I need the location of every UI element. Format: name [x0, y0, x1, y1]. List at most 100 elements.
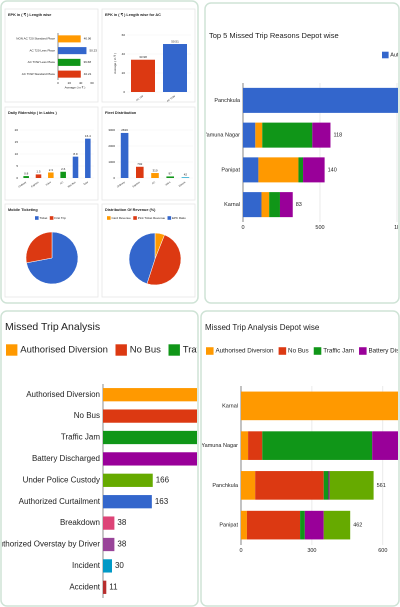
legend-swatch — [359, 347, 367, 355]
bar-segment — [372, 431, 398, 460]
x-tick-label: 600 — [378, 548, 387, 554]
chart-title: EPK in ( ₹ ) Length wise for AC — [105, 12, 161, 17]
y-tick-label: Panchkula — [212, 483, 239, 489]
chart: Top 5 Missed Trip Reasons Depot wise 0 500… — [203, 31, 400, 231]
y-tick-label: 0 — [16, 176, 18, 180]
legend-swatch — [35, 216, 39, 220]
y-tick-label: Panipat — [219, 523, 238, 529]
legend-swatch — [382, 51, 389, 59]
data-label: 40.06 — [84, 37, 92, 41]
y-tick-label: 15 — [15, 140, 19, 144]
legend-swatch — [206, 347, 214, 355]
data-label: 1.5 — [36, 170, 41, 174]
bar-segment — [329, 471, 374, 500]
y-tick-label: Incident — [72, 561, 101, 570]
x-tick-label: Volvo — [45, 181, 52, 187]
bar — [103, 430, 197, 445]
legend-label: Card Revenue — [112, 216, 132, 220]
data-label: 310 — [152, 168, 157, 172]
chart-title: EPK in ( ₹ ) Length wise — [8, 12, 51, 17]
bar-segment — [246, 510, 301, 540]
x-tick-label: AC 720 — [136, 95, 145, 102]
bar — [85, 138, 91, 178]
y-tick-label: Panchkula — [214, 98, 241, 104]
legend-label: Ticket — [40, 216, 48, 220]
legend-label: Traffic Jam — [183, 345, 230, 356]
bar-segment — [243, 87, 398, 113]
data-label: 42 — [184, 173, 188, 177]
panel — [204, 2, 400, 304]
bar — [48, 172, 54, 178]
bar — [103, 580, 107, 594]
y-tick-label: 3000 — [108, 128, 115, 132]
y-tick-label: Under Police Custody — [23, 475, 100, 484]
x-tick-label: Total — [83, 181, 89, 187]
y-tick-label: 60 — [122, 33, 126, 37]
legend-swatch — [278, 347, 287, 355]
bar — [103, 537, 115, 552]
y-tick-label: Authorized Curtailment — [19, 497, 101, 506]
chart: Missed Trip Analysis Depot wise 0 300 600 Ka… — [202, 323, 400, 554]
bar — [136, 166, 144, 178]
bar-segment — [248, 431, 263, 460]
data-label: 38 — [117, 518, 126, 527]
data-label: 2816 — [121, 128, 128, 132]
y-tick-label: 0 — [113, 176, 115, 180]
bar — [103, 559, 112, 573]
chart: EPK in ( ₹ ) Length wise 0 20 40 60 Average (… — [8, 12, 97, 89]
x-tick-label: 0 — [239, 548, 242, 554]
legend-label: Authorised Diversion — [390, 52, 400, 58]
bar — [120, 132, 129, 178]
x-tick-label: 500 — [315, 225, 324, 231]
chart-title: Mobile Ticketing — [8, 208, 38, 212]
bar-segment — [303, 157, 325, 183]
card — [101, 106, 196, 201]
x-tick-label: Express — [31, 180, 40, 188]
data-label: 38 — [117, 540, 126, 549]
chart-title: Missed Trip Analysis Depot wise — [205, 323, 320, 332]
x-tick-label: Ordinary — [18, 180, 28, 188]
x-tick-label: Electric — [178, 180, 187, 187]
legend-label: Battery Discharged — [368, 348, 400, 355]
y-tick-label: Yamuna Nagar — [203, 133, 240, 139]
bar-segment — [262, 122, 313, 148]
x-tick-label: 60 — [90, 81, 94, 85]
x-tick-label: 1k — [394, 225, 400, 231]
bar-segment — [269, 192, 280, 218]
y-tick-label: Authorised Diversion — [26, 390, 100, 399]
bar — [103, 516, 115, 530]
data-label: 16.4 — [85, 134, 91, 138]
pie-slice — [25, 231, 53, 264]
x-axis-label: Average ( in ₹ ) — [65, 85, 86, 89]
bar — [131, 59, 155, 92]
bar-segment — [323, 471, 329, 500]
legend-label: No Bus — [288, 348, 309, 355]
bar — [103, 409, 197, 423]
x-tick-label: Mini Bus — [67, 180, 77, 188]
y-tick-label: Karnal — [222, 403, 238, 409]
data-label: 2.3 — [49, 168, 54, 172]
x-tick-label: Ordinary — [116, 180, 126, 188]
x-tick-label: 20 — [68, 81, 72, 85]
bar-segment — [241, 471, 256, 500]
y-tick-label: NON AC 720 Standard Place — [16, 37, 55, 41]
x-tick-label: 300 — [307, 548, 316, 554]
bar — [58, 58, 81, 66]
data-label: 83 — [296, 202, 302, 208]
legend-swatch — [107, 216, 111, 220]
data-label: 8.9 — [73, 152, 78, 156]
legend-swatch — [49, 216, 54, 220]
bar-segment — [323, 510, 351, 540]
y-tick-label: Unauthorized Overstay by Driver — [0, 540, 100, 549]
bar — [151, 173, 159, 178]
data-label: 39.68 — [83, 60, 91, 64]
bar — [72, 156, 79, 178]
bar — [181, 177, 190, 178]
total-label: 462 — [353, 523, 362, 529]
y-tick-label: Breakdown — [60, 518, 100, 527]
bar-segment — [279, 192, 293, 218]
data-label: 163 — [155, 497, 169, 506]
y-tick-label: Battery Discharged — [32, 454, 100, 463]
